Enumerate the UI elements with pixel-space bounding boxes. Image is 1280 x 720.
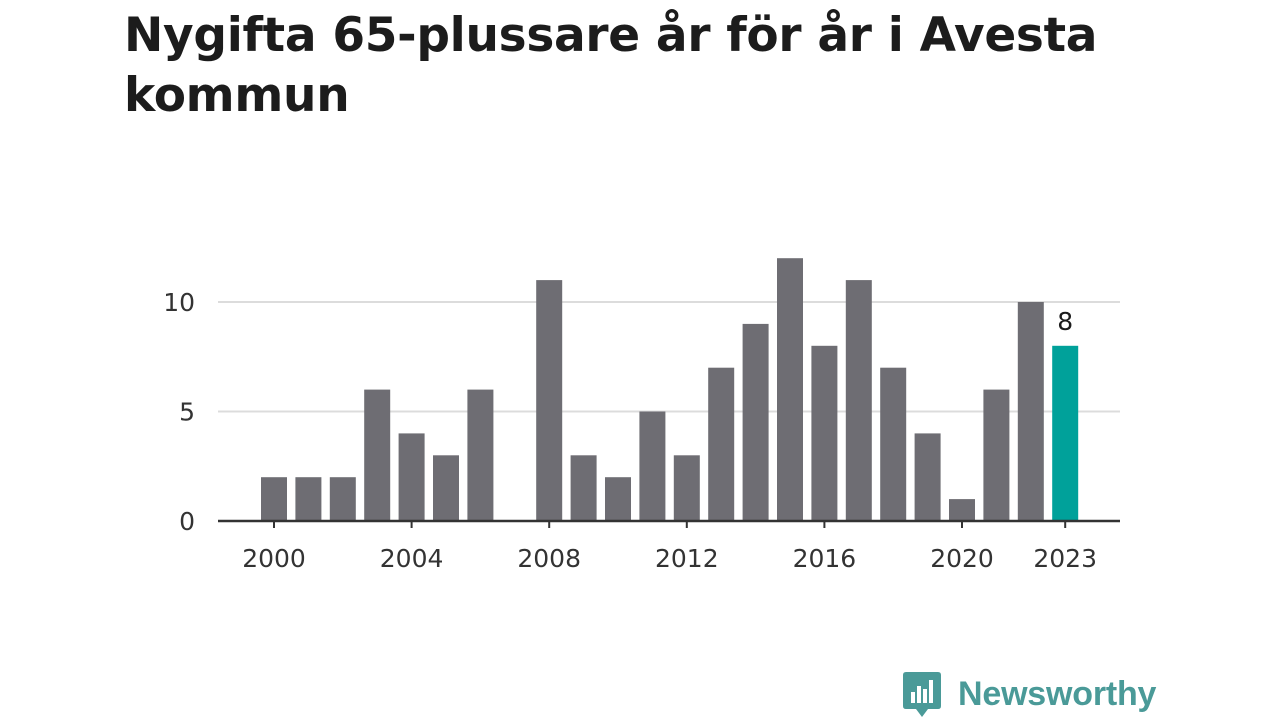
bar-chart: 0 5 10 2000 2004 2008 2012 2016 2020 2023 8 bbox=[163, 258, 1120, 573]
newsworthy-logo-icon bbox=[903, 672, 941, 717]
bar-2009 bbox=[570, 455, 597, 521]
bar-2017 bbox=[845, 280, 872, 521]
bar-2012 bbox=[673, 455, 700, 521]
x-tick-label-2008: 2008 bbox=[517, 544, 581, 573]
bar-2004 bbox=[398, 433, 425, 521]
bar-2011 bbox=[639, 411, 666, 521]
newsworthy-logo: Newsworthy bbox=[902, 670, 1156, 718]
bar-2018 bbox=[880, 367, 907, 521]
y-axis-labels: 0 5 10 bbox=[163, 288, 195, 536]
highlight-value-label: 8 bbox=[1057, 307, 1073, 336]
x-tick-label-2004: 2004 bbox=[380, 544, 444, 573]
chart-title: Nygifta 65-plussare år för år i Avesta k… bbox=[124, 8, 1098, 123]
x-tick-label-2020: 2020 bbox=[930, 544, 994, 573]
bar-2001 bbox=[295, 477, 322, 521]
bar-2003 bbox=[364, 389, 391, 521]
bars bbox=[261, 258, 1079, 521]
bar-2005 bbox=[433, 455, 459, 521]
bar-2006 bbox=[467, 389, 494, 521]
x-tick-label-2023: 2023 bbox=[1033, 544, 1097, 573]
bar-2002 bbox=[329, 477, 356, 521]
bar-2014 bbox=[742, 323, 769, 521]
bar-2019 bbox=[914, 433, 941, 521]
annotations: 8 bbox=[1057, 307, 1073, 336]
bar-2010 bbox=[605, 477, 631, 521]
y-tick-label-5: 5 bbox=[179, 398, 195, 427]
x-tick-label-2000: 2000 bbox=[242, 544, 306, 573]
bar-2015 bbox=[777, 258, 803, 521]
bar-2013 bbox=[708, 367, 735, 521]
y-tick-label-0: 0 bbox=[179, 507, 195, 536]
bar-2020 bbox=[949, 499, 975, 521]
bar-2000 bbox=[261, 477, 287, 521]
x-tick-label-2012: 2012 bbox=[655, 544, 719, 573]
brand-name: Newsworthy bbox=[958, 674, 1157, 713]
bar-2021 bbox=[983, 389, 1010, 521]
bar-2008 bbox=[536, 280, 563, 521]
bar-2022 bbox=[1017, 302, 1044, 521]
x-tick-label-2016: 2016 bbox=[793, 544, 857, 573]
x-axis-labels: 2000 2004 2008 2012 2016 2020 2023 bbox=[242, 544, 1097, 573]
y-tick-label-10: 10 bbox=[163, 288, 195, 317]
bar-2023 bbox=[1052, 345, 1079, 521]
x-axis bbox=[218, 519, 1120, 528]
bar-2016 bbox=[811, 345, 838, 521]
